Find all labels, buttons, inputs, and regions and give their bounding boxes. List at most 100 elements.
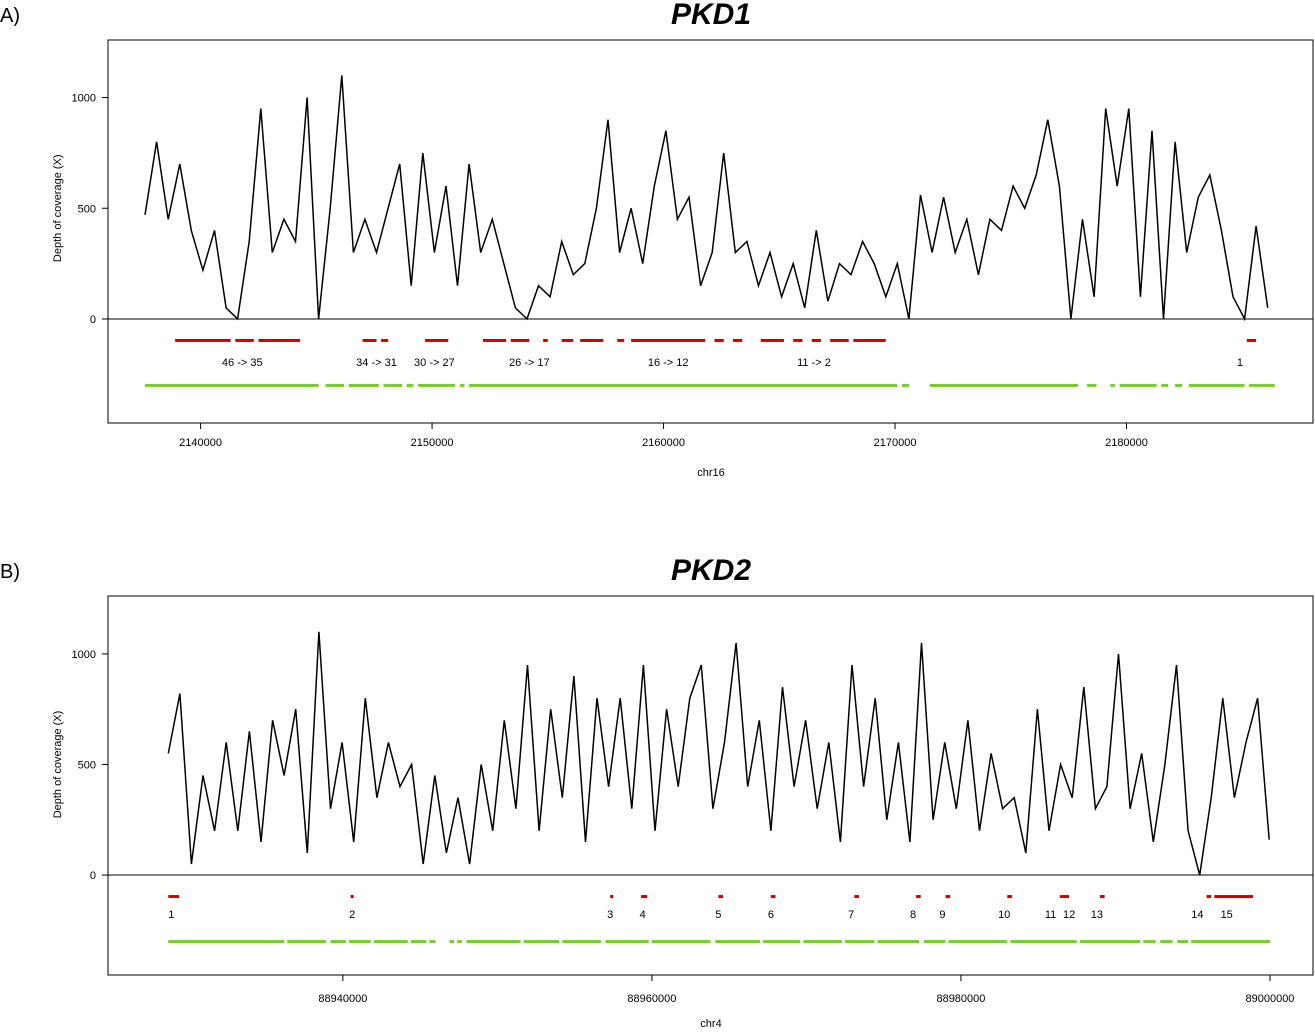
chart-title: PKD1 <box>671 0 751 31</box>
amplicon <box>1177 940 1189 944</box>
amplicon <box>929 383 1078 387</box>
exon <box>235 338 254 342</box>
exon <box>641 895 648 899</box>
exon-label: 30 -> 27 <box>414 357 455 369</box>
panel-label: A) <box>0 5 20 27</box>
amplicon <box>325 383 345 387</box>
exon-label: 16 -> 12 <box>648 357 689 369</box>
exon <box>362 338 377 342</box>
y-tick-label: 0 <box>90 314 96 326</box>
amplicon <box>1010 940 1077 944</box>
exon-label: 11 -> 2 <box>797 357 831 369</box>
amplicon <box>948 940 1008 944</box>
exon <box>793 338 803 342</box>
exon <box>631 338 706 342</box>
amplicon <box>1110 383 1115 387</box>
amplicon <box>1119 383 1157 387</box>
x-tick-label: 2150000 <box>411 437 454 449</box>
x-tick-label: 88940000 <box>318 993 367 1005</box>
exon <box>1007 895 1012 899</box>
x-axis-label: chr16 <box>697 467 725 479</box>
x-tick-label: 89000000 <box>1245 993 1294 1005</box>
amplicon <box>1087 383 1097 387</box>
exon <box>610 895 614 899</box>
exon <box>258 338 301 342</box>
coverage-line <box>144 75 1269 322</box>
amplicon <box>348 383 379 387</box>
amplicon <box>1143 940 1156 944</box>
exon <box>853 338 886 342</box>
exon <box>381 338 389 342</box>
exon <box>916 895 921 899</box>
exon <box>1206 895 1212 899</box>
exon-label: 26 -> 17 <box>509 357 550 369</box>
y-tick-label: 1000 <box>72 93 96 105</box>
amplicon <box>168 940 285 944</box>
exon-label: 14 <box>1191 909 1203 921</box>
exon <box>482 338 507 342</box>
x-tick-label: 2140000 <box>179 437 222 449</box>
amplicon <box>1079 940 1141 944</box>
exon-label: 1 <box>1237 357 1243 369</box>
exon-label: 2 <box>349 909 355 921</box>
amplicon <box>877 940 920 944</box>
exon <box>1246 338 1257 342</box>
exon <box>854 895 859 899</box>
panel-label: B) <box>0 561 20 583</box>
exon <box>617 338 625 342</box>
exon <box>543 338 548 342</box>
exon <box>561 338 574 342</box>
exon <box>714 338 724 342</box>
exon <box>732 338 743 342</box>
exon-label: 13 <box>1091 909 1103 921</box>
y-axis-label: Depth of coverage (X) <box>52 154 64 262</box>
x-tick-label: 88960000 <box>627 993 676 1005</box>
plot-frame <box>107 595 1314 976</box>
amplicon <box>469 383 898 387</box>
exon-label: 4 <box>640 909 646 921</box>
amplicon <box>457 940 462 944</box>
exon-label: 9 <box>939 909 945 921</box>
x-tick-label: 2170000 <box>874 437 917 449</box>
amplicon <box>287 940 326 944</box>
exon-label: 6 <box>768 909 774 921</box>
amplicon <box>923 940 946 944</box>
amplicon <box>715 940 761 944</box>
exon-label: 3 <box>607 909 613 921</box>
exon <box>168 895 180 899</box>
exon-label: 7 <box>848 909 854 921</box>
exon <box>580 338 604 342</box>
y-tick-label: 500 <box>78 759 96 771</box>
amplicon <box>429 940 436 944</box>
y-tick-label: 0 <box>90 870 96 882</box>
exon <box>425 338 449 342</box>
exon <box>175 338 231 342</box>
amplicon <box>406 383 414 387</box>
amplicon <box>1191 940 1270 944</box>
exon-label: 12 <box>1063 909 1075 921</box>
y-tick-label: 1000 <box>72 649 96 661</box>
exon-label: 46 -> 35 <box>222 357 263 369</box>
exon-label: 11 <box>1045 909 1056 921</box>
amplicon <box>330 940 346 944</box>
amplicon <box>523 940 560 944</box>
amplicon <box>349 940 371 944</box>
exon <box>350 895 354 899</box>
amplicon <box>562 940 601 944</box>
exon-label: 15 <box>1221 909 1233 921</box>
amplicon <box>1189 383 1245 387</box>
plot-frame <box>107 39 1314 424</box>
x-tick-label: 2160000 <box>642 437 685 449</box>
exon <box>1214 895 1253 899</box>
amplicon <box>901 383 909 387</box>
amplicon <box>1161 383 1169 387</box>
amplicon <box>763 940 801 944</box>
amplicon <box>410 940 427 944</box>
x-axis-label: chr4 <box>700 1018 721 1030</box>
coverage-line <box>167 631 1270 876</box>
x-tick-label: 88980000 <box>936 993 985 1005</box>
exon-label: 10 <box>998 909 1010 921</box>
exon <box>770 895 776 899</box>
amplicon <box>373 940 408 944</box>
